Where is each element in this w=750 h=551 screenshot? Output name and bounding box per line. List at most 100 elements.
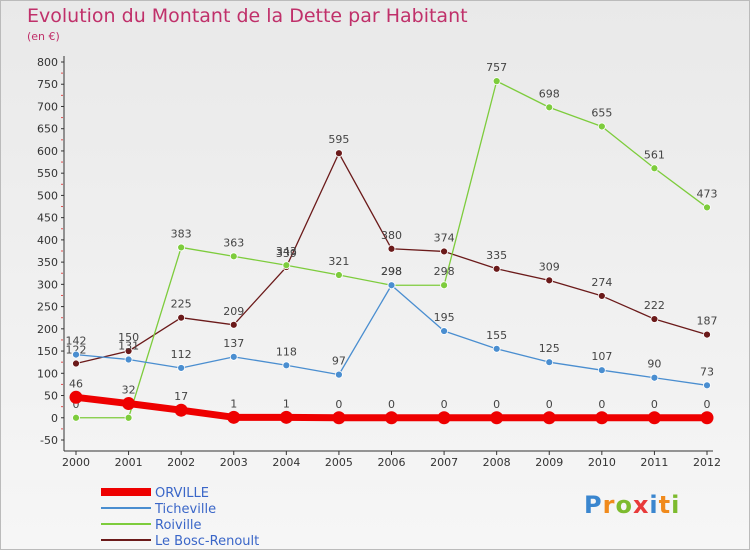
data-point-le-bosc-renoult [124, 347, 133, 355]
series-line-le-bosc-renoult [75, 152, 708, 365]
data-point-ticheville [545, 358, 554, 367]
data-label-le-bosc-renoult: 222 [644, 299, 665, 312]
data-label-roiville: 561 [644, 148, 665, 161]
data-label-le-bosc-renoult: 225 [171, 298, 192, 311]
data-point-le-bosc-renoult [387, 244, 396, 253]
data-label-roiville: 473 [697, 187, 718, 200]
y-tick-label: 150 [37, 345, 58, 358]
data-label-ticheville: 90 [647, 358, 661, 371]
y-tick-label: 350 [37, 256, 58, 269]
x-tick-label: 2004 [272, 456, 300, 469]
data-point-orville [174, 403, 188, 417]
data-point-le-bosc-renoult [335, 149, 343, 158]
data-label-le-bosc-renoult: 209 [223, 305, 244, 318]
y-tick-label: 600 [37, 145, 58, 158]
data-point-le-bosc-renoult [650, 315, 659, 323]
data-point-ticheville [650, 373, 659, 382]
data-label-roiville: 343 [276, 245, 297, 258]
data-label-ticheville: 131 [118, 340, 139, 353]
x-tick-label: 2008 [483, 456, 511, 469]
data-point-roiville [335, 271, 343, 279]
data-point-roiville [597, 122, 606, 131]
data-point-roiville [492, 77, 501, 86]
data-point-orville [437, 411, 451, 425]
data-label-roiville: 363 [223, 236, 244, 249]
y-tick-label: 750 [37, 78, 58, 91]
data-point-orville [332, 411, 346, 425]
legend-label-orville: ORVILLE [155, 486, 209, 501]
legend-label-roiville: Roiville [155, 518, 202, 533]
x-tick-label: 2003 [220, 456, 248, 469]
proxiti-logo: Proxiti [584, 491, 680, 519]
logo-letter: i [671, 491, 681, 519]
data-point-orville [647, 411, 661, 425]
x-tick-label: 2002 [167, 456, 195, 469]
data-label-orville: 0 [388, 398, 395, 411]
data-label-orville: 0 [598, 398, 605, 411]
y-tick-label: 100 [37, 367, 58, 380]
data-point-le-bosc-renoult [177, 313, 186, 322]
data-point-orville [700, 411, 714, 425]
logo-letter: o [615, 491, 633, 519]
x-tick-label: 2000 [62, 456, 90, 469]
data-point-ticheville [229, 352, 238, 361]
data-label-ticheville: 155 [486, 329, 507, 342]
data-label-orville: 0 [704, 398, 711, 411]
data-label-le-bosc-renoult: 335 [486, 249, 507, 262]
y-tick-label: -50 [40, 434, 58, 447]
data-point-le-bosc-renoult [703, 330, 711, 339]
y-tick-label: 450 [37, 212, 58, 225]
data-point-orville [542, 411, 556, 425]
data-point-roiville [703, 203, 711, 212]
data-point-roiville [650, 164, 659, 173]
data-point-roiville [124, 413, 133, 422]
data-label-roiville: 298 [381, 265, 402, 278]
data-label-orville: 1 [283, 397, 290, 410]
data-label-le-bosc-renoult: 309 [539, 260, 560, 273]
logo-letter: i [649, 491, 659, 519]
data-point-roiville [72, 413, 80, 422]
data-label-roiville: 655 [591, 106, 612, 119]
data-point-le-bosc-renoult [545, 276, 554, 285]
data-label-roiville: 698 [539, 87, 560, 100]
data-label-roiville: 0 [73, 398, 80, 411]
x-tick-label: 2006 [378, 456, 406, 469]
data-point-roiville [440, 281, 448, 290]
legend-label-le-bosc-renoult: Le Bosc-Renoult [155, 534, 259, 549]
data-point-ticheville [124, 355, 133, 364]
data-point-le-bosc-renoult [440, 247, 448, 256]
data-label-orville: 0 [493, 398, 500, 411]
data-label-ticheville: 195 [434, 311, 455, 324]
y-tick-label: 400 [37, 234, 58, 247]
data-label-roiville: 383 [171, 227, 192, 240]
data-label-roiville: 757 [486, 61, 507, 74]
y-tick-label: 300 [37, 278, 58, 291]
data-point-roiville [177, 243, 186, 252]
x-tick-label: 2005 [325, 456, 353, 469]
data-point-ticheville [177, 364, 186, 372]
y-tick-label: 800 [37, 56, 58, 69]
data-label-le-bosc-renoult: 374 [434, 231, 455, 244]
data-label-le-bosc-renoult: 595 [328, 133, 349, 146]
data-point-ticheville [387, 281, 396, 290]
y-tick-label: 50 [44, 390, 58, 403]
data-point-orville [122, 397, 136, 411]
data-label-orville: 1 [230, 397, 237, 410]
data-point-le-bosc-renoult [72, 359, 80, 368]
data-point-orville [69, 390, 83, 404]
data-point-ticheville [335, 370, 343, 379]
data-point-orville [227, 410, 241, 424]
data-label-ticheville: 112 [171, 348, 192, 361]
data-label-orville: 0 [441, 398, 448, 411]
data-label-ticheville: 73 [700, 365, 714, 378]
data-point-ticheville [492, 344, 501, 353]
data-label-le-bosc-renoult: 150 [118, 331, 139, 344]
y-tick-label: 550 [37, 167, 58, 180]
data-point-roiville [229, 252, 238, 261]
data-label-ticheville: 137 [223, 337, 244, 350]
data-point-ticheville [282, 361, 291, 370]
x-tick-label: 2010 [588, 456, 616, 469]
data-label-ticheville: 142 [66, 335, 87, 348]
data-point-orville [279, 410, 293, 424]
